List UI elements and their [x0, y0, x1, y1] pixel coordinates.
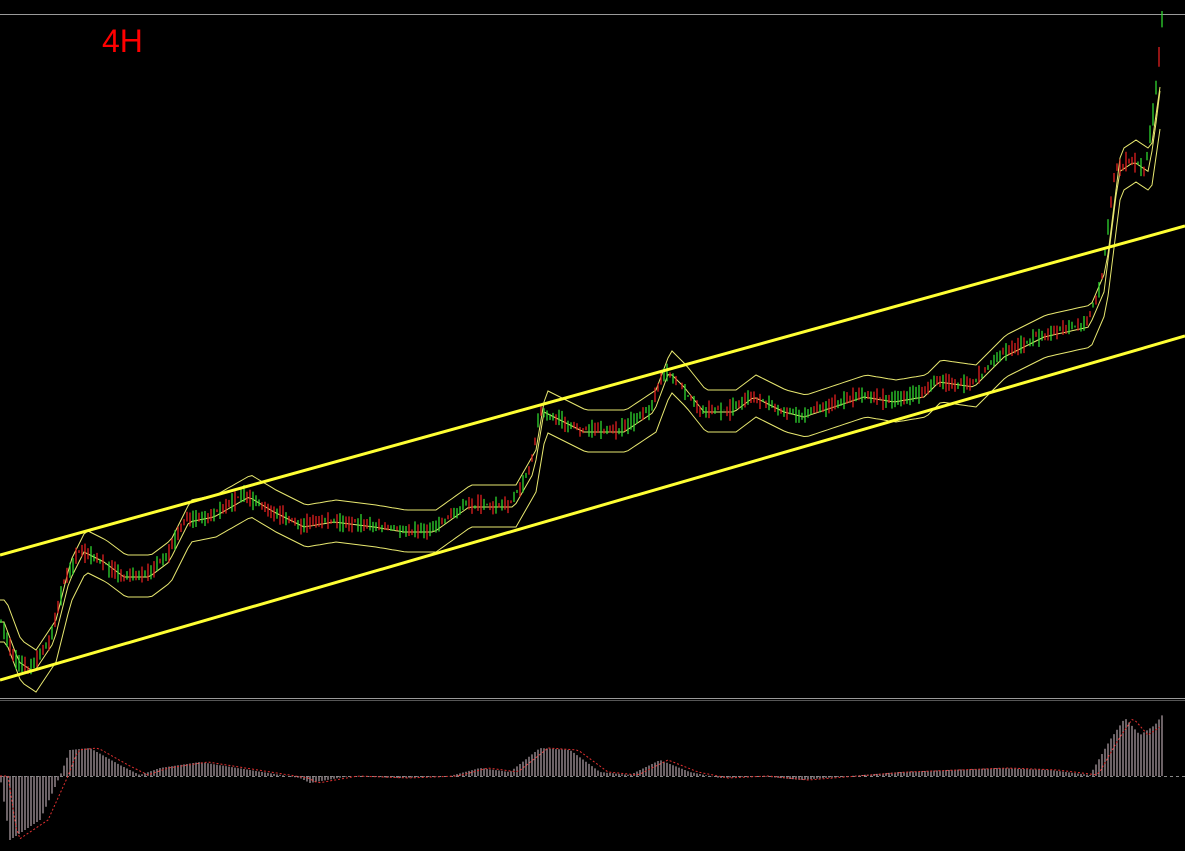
- bollinger-lower: [0, 128, 1161, 693]
- price-pane: [0, 11, 1185, 693]
- bollinger-upper: [0, 86, 1161, 651]
- signal-line: [0, 718, 1161, 840]
- channel-upper: [0, 224, 1185, 557]
- timeframe-label: 4H: [102, 23, 143, 59]
- histogram: [0, 715, 1163, 840]
- oscillator-pane: [0, 715, 1185, 840]
- channel-lower: [0, 334, 1185, 682]
- candles: [0, 11, 1163, 675]
